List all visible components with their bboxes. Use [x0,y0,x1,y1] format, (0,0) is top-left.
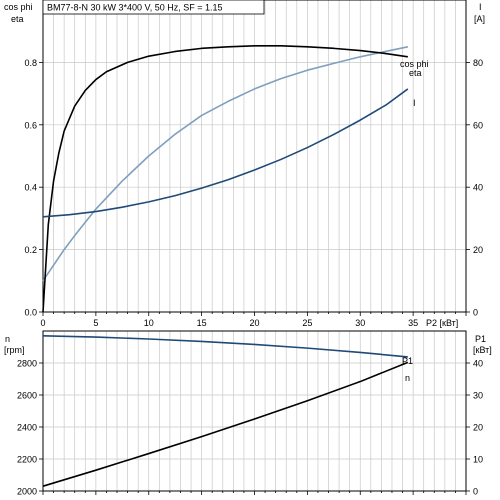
left-y-tick-label: 2200 [17,455,37,465]
bottom-right-axis-label-p1: P1 [475,334,486,344]
right-y-tick-label: 0 [473,308,478,318]
top-right-axis-label-unit: [A] [474,14,485,24]
left-y-tick-label: 0.2 [24,245,37,255]
x-tick-label: 5 [93,318,98,328]
top-left-axis-label-cosphi: cos phi [4,2,33,12]
series-label-p1: P1 [402,356,413,366]
series-line-cos-phi [42,46,409,282]
series-label-cos-phi: cos phi [400,59,429,69]
top-right-axis-label-i: I [479,2,482,12]
right-y-tick-label: 40 [473,359,483,369]
right-y-tick-label: 20 [473,245,483,255]
right-y-tick-label: 40 [473,183,483,193]
x-axis-label: P2 [кВт] [426,318,458,328]
chart-title: BM77-8-N 30 kW 3*400 V, 50 Hz, SF = 1.15 [47,3,223,13]
x-tick-label: 35 [408,318,418,328]
left-y-tick-label: 2800 [17,359,37,369]
series-line-eta [42,45,408,313]
x-tick-label: 15 [197,318,207,328]
bottom-chart-axes: 2000 2200 2400 2600 2800 0 10 20 30 40 [17,359,483,497]
x-tick-label: 10 [144,318,154,328]
left-y-tick-label: 0.0 [24,308,37,318]
bottom-left-axis-label-unit: [rpm] [4,345,25,355]
left-y-tick-label: 2400 [17,423,37,433]
x-tick-label: 25 [302,318,312,328]
series-line-p1 [42,361,409,487]
right-y-tick-label: 30 [473,391,483,401]
right-y-tick-label: 10 [473,455,483,465]
left-y-tick-label: 0.8 [24,58,37,68]
left-y-tick-label: 2600 [17,391,37,401]
series-label-eta: eta [409,68,422,78]
series-line-n [42,335,408,358]
right-y-tick-label: 20 [473,423,483,433]
left-y-tick-label: 0.6 [24,120,37,130]
right-y-tick-label: 0 [473,487,478,497]
x-tick-label: 0 [40,318,45,328]
series-line-i [42,88,409,218]
chart-title-box [42,0,265,15]
top-chart-axes: 0 5 10 15 20 25 30 35 0.0 0.2 0.4 0.6 0.8 0 20 40 60 80 [24,58,483,328]
series-label-i: I [413,98,416,108]
bottom-chart-series: n P1 [42,335,413,487]
top-left-axis-label-eta: eta [11,14,24,24]
left-y-tick-label: 2000 [17,487,37,497]
left-y-tick-label: 0.4 [24,183,37,193]
series-label-n: n [405,373,410,383]
top-chart-grid [43,0,466,312]
bottom-right-axis-label-unit: [кВт] [473,345,492,355]
bottom-left-axis-label-n: n [5,334,10,344]
bottom-chart-grid [43,331,466,491]
right-y-tick-label: 80 [473,58,483,68]
x-tick-label: 30 [355,318,365,328]
right-y-tick-label: 60 [473,120,483,130]
x-tick-label: 20 [249,318,259,328]
